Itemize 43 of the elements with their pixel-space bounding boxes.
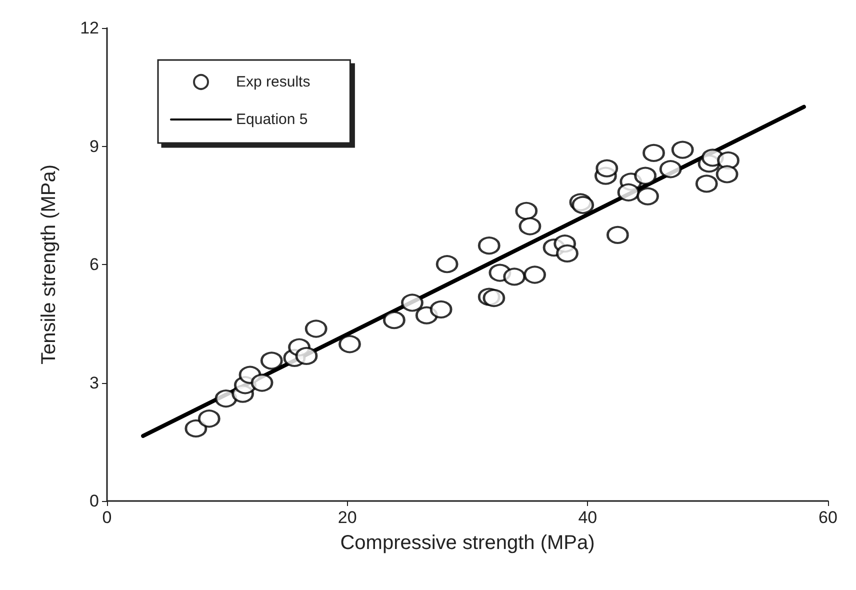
y-tick-label: 12: [80, 18, 99, 38]
point: [305, 320, 328, 338]
legend-label: Equation 5: [236, 111, 308, 128]
point: [634, 166, 656, 185]
point: [198, 410, 220, 428]
point: [636, 187, 659, 206]
x-axis-title: Compressive strength (MPa): [340, 532, 595, 554]
y-tick-label: 3: [90, 373, 99, 392]
point: [716, 165, 738, 184]
point: [572, 196, 594, 214]
point: [606, 226, 629, 244]
x-tick-label: 0: [102, 508, 112, 527]
point: [642, 144, 665, 162]
point: [401, 294, 424, 312]
y-axis-title: Tensile strength (MPa): [38, 164, 60, 365]
point: [478, 236, 500, 255]
point: [696, 174, 718, 193]
point: [556, 244, 578, 263]
point: [672, 140, 694, 159]
point: [295, 346, 318, 366]
point: [617, 183, 640, 202]
point: [482, 288, 506, 308]
point: [430, 300, 452, 319]
y-tick-label: 6: [90, 255, 99, 274]
point: [503, 268, 526, 286]
x-tick-label: 20: [338, 508, 357, 527]
point: [660, 160, 682, 178]
point: [260, 352, 283, 370]
x-tick-label: 60: [818, 508, 838, 527]
point: [214, 389, 238, 408]
x-tick-label: 40: [578, 508, 598, 527]
point: [383, 310, 406, 330]
point: [515, 202, 538, 220]
point: [250, 374, 274, 392]
point: [524, 266, 546, 284]
y-tick-label: 9: [90, 136, 99, 156]
point: [596, 159, 618, 178]
legend-label: Exp results: [236, 74, 310, 90]
point: [338, 335, 361, 354]
point: [436, 255, 458, 274]
point: [518, 217, 542, 236]
y-tick-label: 0: [90, 492, 99, 510]
point: [184, 419, 208, 438]
